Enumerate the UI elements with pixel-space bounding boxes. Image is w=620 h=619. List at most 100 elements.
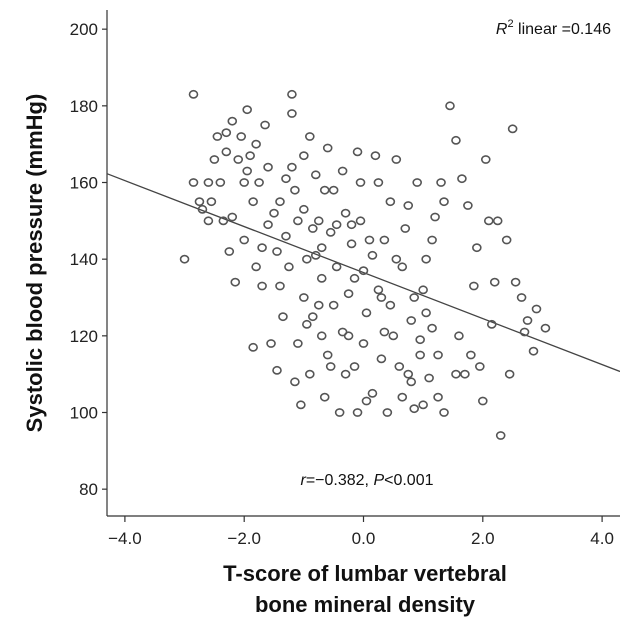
data-point — [352, 147, 363, 157]
data-point — [406, 316, 417, 325]
data-point — [287, 89, 297, 99]
data-point — [322, 350, 333, 360]
data-point — [328, 185, 339, 195]
data-point — [337, 327, 348, 337]
y-tick-label: 180 — [70, 97, 98, 116]
data-point — [281, 231, 291, 241]
r2-superscript: 2 — [507, 18, 513, 30]
data-point — [251, 139, 261, 149]
data-point — [290, 185, 300, 195]
data-point — [492, 216, 503, 226]
data-point — [346, 239, 357, 249]
data-point — [215, 178, 226, 187]
data-point — [430, 212, 440, 222]
data-point — [334, 408, 345, 417]
data-point — [319, 185, 330, 195]
data-point — [457, 174, 467, 184]
data-point — [233, 155, 244, 164]
data-point — [287, 162, 297, 172]
data-point — [406, 377, 417, 387]
y-axis-title: Systolic blood pressure (mmHg) — [22, 94, 47, 433]
data-point — [382, 408, 393, 417]
data-point — [257, 243, 267, 253]
data-point — [194, 197, 205, 207]
data-point — [391, 155, 402, 164]
x-tick-label: 4.0 — [590, 529, 614, 548]
data-point — [519, 327, 530, 337]
data-point — [373, 178, 384, 187]
data-point — [260, 120, 270, 130]
data-point — [370, 151, 381, 161]
data-point — [322, 143, 333, 153]
data-point — [421, 308, 431, 318]
data-point — [489, 277, 500, 287]
data-point — [439, 408, 449, 417]
data-point — [439, 197, 449, 207]
data-point — [328, 300, 339, 310]
data-point — [275, 197, 285, 207]
data-point — [340, 369, 351, 379]
data-point — [469, 281, 479, 291]
x-tick-label: 0.0 — [352, 529, 376, 548]
data-point — [433, 350, 443, 360]
data-point — [239, 178, 249, 187]
data-point — [337, 166, 348, 176]
data-point — [540, 323, 551, 333]
y-tick-label: 120 — [70, 327, 98, 346]
data-point — [355, 216, 366, 226]
data-point — [218, 216, 229, 226]
data-point — [433, 392, 443, 402]
y-tick-label: 80 — [79, 480, 98, 499]
data-point — [310, 250, 321, 260]
data-point — [331, 220, 342, 230]
data-point — [504, 369, 515, 379]
data-point — [269, 208, 279, 218]
data-point — [346, 220, 357, 230]
data-point — [421, 254, 431, 264]
data-point — [316, 273, 327, 283]
data-point — [203, 178, 214, 187]
x-axis-title-line-1: T-score of lumbar vertebral — [223, 561, 507, 586]
data-point — [251, 262, 261, 272]
data-point — [302, 319, 312, 329]
data-point — [412, 178, 422, 187]
data-point — [463, 201, 473, 210]
data-point — [281, 174, 291, 184]
data-point — [275, 281, 285, 291]
data-point — [257, 281, 267, 291]
data-point — [376, 293, 387, 302]
x-axis-title-line-2: bone mineral density — [255, 592, 476, 617]
data-point — [418, 285, 428, 295]
data-point — [478, 396, 488, 406]
r2-symbol: R — [496, 21, 508, 38]
data-point — [501, 235, 512, 245]
data-point — [385, 300, 396, 310]
data-point — [472, 243, 482, 253]
data-point — [361, 308, 372, 318]
data-point — [486, 319, 497, 329]
data-point — [352, 408, 363, 417]
data-point — [403, 201, 414, 210]
data-point — [483, 216, 494, 226]
data-point — [516, 293, 527, 302]
data-point — [361, 396, 372, 406]
data-point — [528, 346, 539, 356]
data-point — [313, 216, 324, 226]
r2-annotation: R2 linear =0.146 — [496, 18, 611, 38]
data-point — [227, 116, 238, 126]
data-point — [522, 316, 533, 325]
data-point — [415, 335, 425, 345]
data-point — [316, 331, 327, 341]
data-point — [313, 300, 324, 310]
data-point — [349, 362, 360, 371]
data-point — [188, 89, 199, 99]
data-point — [293, 339, 303, 348]
data-point — [299, 293, 309, 302]
plot-area — [107, 10, 620, 516]
corr-text: =−0.382, — [306, 472, 374, 489]
data-point — [278, 312, 288, 322]
data-point — [343, 289, 354, 299]
data-point — [391, 254, 402, 264]
data-point — [307, 312, 318, 322]
data-point — [531, 304, 542, 314]
